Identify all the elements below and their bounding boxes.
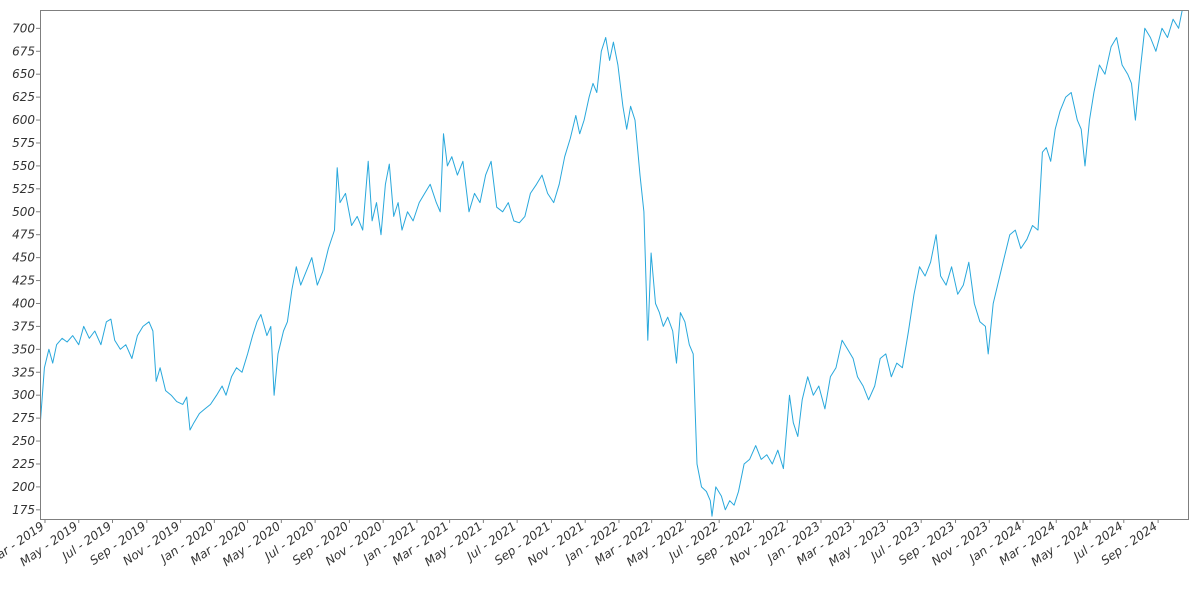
y-tick-label: 275 [12, 411, 35, 425]
y-tick-label: 550 [12, 159, 35, 173]
y-tick-label: 575 [12, 136, 35, 150]
series-line-0 [40, 10, 1183, 517]
y-tick-label: 400 [12, 296, 35, 310]
y-tick-label: 425 [12, 274, 35, 288]
y-tick-label: 500 [12, 205, 35, 219]
y-tick-label: 650 [12, 67, 35, 81]
plot-frame [40, 10, 1189, 520]
y-tick-label: 525 [12, 182, 35, 196]
y-tick-label: 475 [12, 228, 35, 242]
y-tick-label: 625 [12, 90, 35, 104]
y-tick-label: 225 [12, 457, 35, 471]
y-tick-label: 675 [12, 44, 35, 58]
y-tick-label: 600 [12, 113, 35, 127]
plot-area [40, 10, 1183, 517]
y-tick-label: 300 [12, 388, 35, 402]
y-tick-label: 200 [12, 480, 35, 494]
y-axis: 175 200 225 250 275 300 325 350 375 400 425 450 475 5… [12, 21, 40, 517]
y-tick-label: 450 [12, 251, 35, 265]
y-tick-label: 700 [12, 21, 35, 35]
y-tick-label: 350 [12, 342, 35, 356]
y-tick-label: 375 [12, 319, 35, 333]
y-tick-label: 175 [12, 503, 35, 517]
y-tick-label: 250 [12, 434, 35, 448]
y-tick-label: 325 [12, 365, 35, 379]
